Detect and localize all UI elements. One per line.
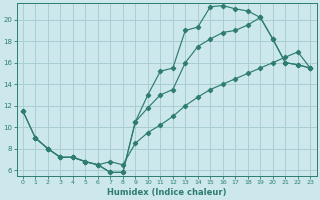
X-axis label: Humidex (Indice chaleur): Humidex (Indice chaleur)	[107, 188, 226, 197]
